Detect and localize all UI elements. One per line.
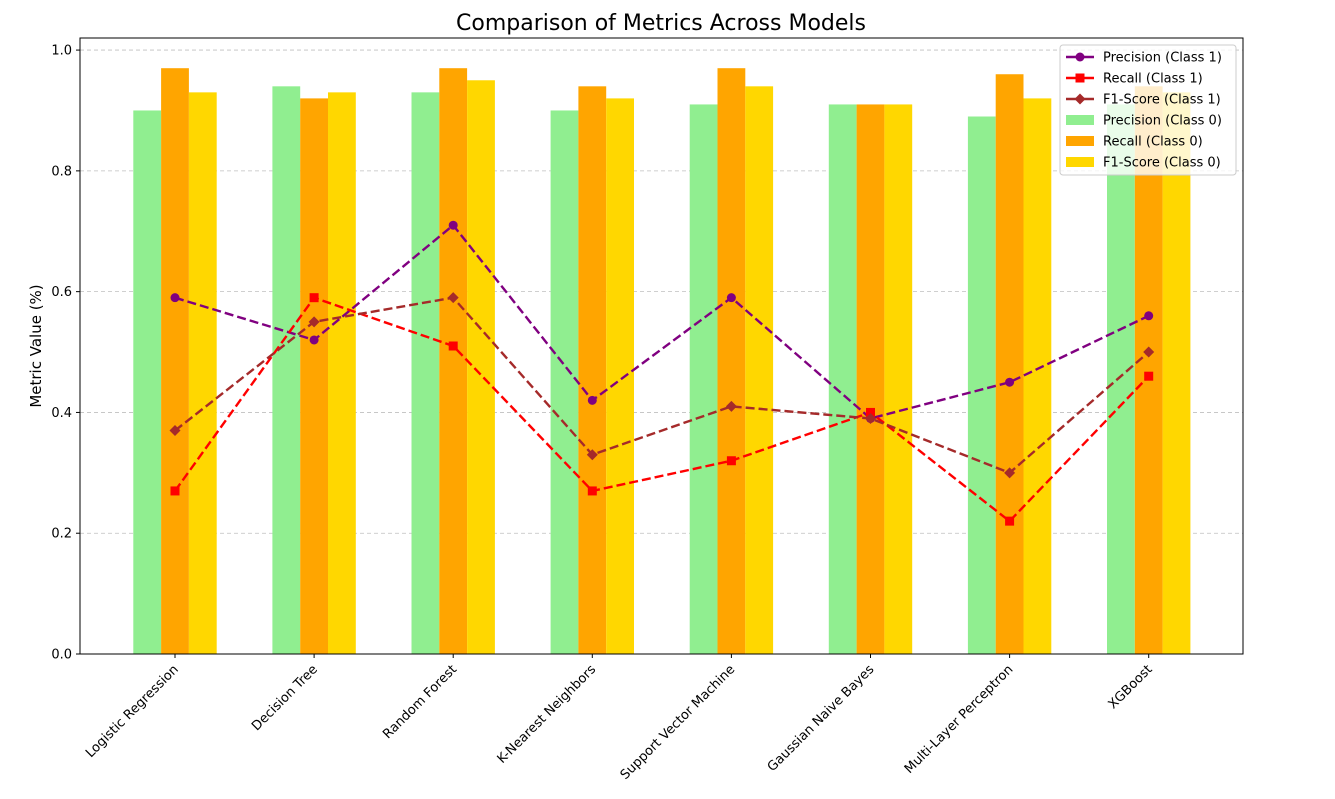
point-recall-class-1-6 (1005, 516, 1015, 526)
bar-recall-class-0-5 (856, 104, 885, 654)
bar-recall-class-0-1 (300, 98, 328, 655)
legend-label-f1-score-class-1: F1-Score (Class 1) (1103, 93, 1221, 108)
point-recall-class-1-3 (587, 486, 597, 496)
line-precision-class-1 (174, 224, 1150, 420)
point-recall-class-1-1 (309, 293, 319, 303)
point-recall-class-1-4 (726, 456, 736, 466)
x-tick-label-4: Support Vector Machine (618, 662, 739, 783)
y-tick-label-2: 0.4 (51, 406, 72, 421)
y-tick-label-5: 1.0 (51, 44, 72, 59)
bar-recall-class-0-0 (161, 68, 189, 655)
x-tick-label-1: Decision Tree (249, 662, 321, 734)
x-tick-label-0: Logistic Regression (83, 662, 182, 761)
x-tick-label-2: Random Forest (380, 662, 460, 742)
line-recall-class-1 (174, 296, 1150, 523)
y-axis-label: Metric Value (%) (27, 284, 45, 407)
point-f1-score-class-1-3 (586, 449, 598, 461)
bars-layer (133, 68, 1191, 655)
line-f1-score-class-1 (174, 296, 1150, 475)
x-tick-label-5: Gaussian Naive Bayes (765, 662, 878, 775)
point-f1-score-class-1-2 (447, 292, 459, 304)
point-precision-class-1-6 (1005, 377, 1015, 387)
bar-recall-class-0-7 (1134, 86, 1163, 655)
legend-marker-recall-class-1 (1075, 73, 1085, 83)
bar-precision-class-0-7 (1107, 104, 1135, 654)
bar-f1-score-class-0-4 (745, 86, 774, 655)
x-tick-label-6: Multi-Layer Perceptron (902, 662, 1017, 777)
plot-frame (79, 37, 1244, 655)
bar-precision-class-0-6 (967, 116, 996, 654)
bar-precision-class-0-0 (133, 110, 162, 655)
y-tick-label-3: 0.6 (51, 285, 72, 300)
bar-recall-class-0-4 (717, 68, 746, 655)
x-tick-label-7: XGBoost (1106, 662, 1156, 712)
point-f1-score-class-1-6 (1004, 467, 1016, 479)
legend-swatch-recall-class-0 (1066, 136, 1094, 146)
x-tick-label-3: K-Nearest Neighbors (495, 662, 600, 767)
bar-precision-class-0-3 (550, 110, 579, 655)
bar-f1-score-class-0-7 (1162, 92, 1191, 654)
bar-f1-score-class-0-1 (328, 92, 356, 654)
point-f1-score-class-1-0 (169, 425, 181, 437)
y-tick-label-4: 0.8 (51, 164, 72, 179)
legend-box (1059, 44, 1237, 176)
bar-f1-score-class-0-2 (467, 80, 495, 654)
bar-f1-score-class-0-6 (1023, 98, 1052, 655)
y-tick-label-0: 0.0 (51, 648, 72, 663)
legend-label-recall-class-1: Recall (Class 1) (1103, 72, 1203, 87)
bar-precision-class-0-5 (828, 104, 857, 654)
legend-label-precision-class-0: Precision (Class 0) (1103, 114, 1222, 129)
bar-precision-class-0-4 (689, 104, 718, 654)
point-precision-class-1-0 (170, 293, 180, 303)
point-recall-class-1-2 (448, 341, 458, 351)
legend: Precision (Class 1) Recall (Class 1) F1-Sc… (1059, 44, 1237, 176)
lines-layer (169, 220, 1155, 526)
bar-f1-score-class-0-0 (188, 92, 217, 654)
y-tick-label-1: 0.2 (51, 527, 72, 542)
point-recall-class-1-5 (866, 407, 875, 417)
bar-recall-class-0-6 (995, 74, 1024, 654)
legend-swatch-precision-class-0 (1066, 115, 1094, 125)
bar-precision-class-0-2 (411, 92, 440, 654)
legend-swatch-f1-score-class-0 (1066, 157, 1094, 167)
point-precision-class-1-3 (587, 395, 597, 405)
bar-recall-class-0-3 (578, 86, 607, 655)
point-precision-class-1-7 (1144, 311, 1154, 321)
legend-label-precision-class-1: Precision (Class 1) (1103, 51, 1222, 66)
legend-label-f1-score-class-0: F1-Score (Class 0) (1103, 156, 1221, 171)
point-precision-class-1-1 (309, 335, 319, 345)
bar-f1-score-class-0-3 (606, 98, 634, 655)
point-f1-score-class-1-1 (308, 316, 320, 328)
point-f1-score-class-1-4 (725, 400, 737, 412)
bar-precision-class-0-1 (272, 86, 301, 655)
bar-f1-score-class-0-5 (884, 104, 913, 654)
legend-marker-precision-class-1 (1075, 52, 1085, 62)
point-recall-class-1-0 (170, 486, 180, 496)
point-f1-score-class-1-5 (865, 412, 876, 424)
legend-marker-f1-score-class-1 (1074, 93, 1086, 105)
point-recall-class-1-7 (1144, 371, 1154, 381)
bar-recall-class-0-2 (439, 68, 468, 655)
legend-label-recall-class-0: Recall (Class 0) (1103, 135, 1203, 150)
point-f1-score-class-1-7 (1143, 346, 1155, 358)
point-precision-class-1-2 (448, 220, 458, 230)
point-precision-class-1-4 (726, 293, 736, 303)
chart-title: Comparison of Metrics Across Models (456, 11, 866, 36)
